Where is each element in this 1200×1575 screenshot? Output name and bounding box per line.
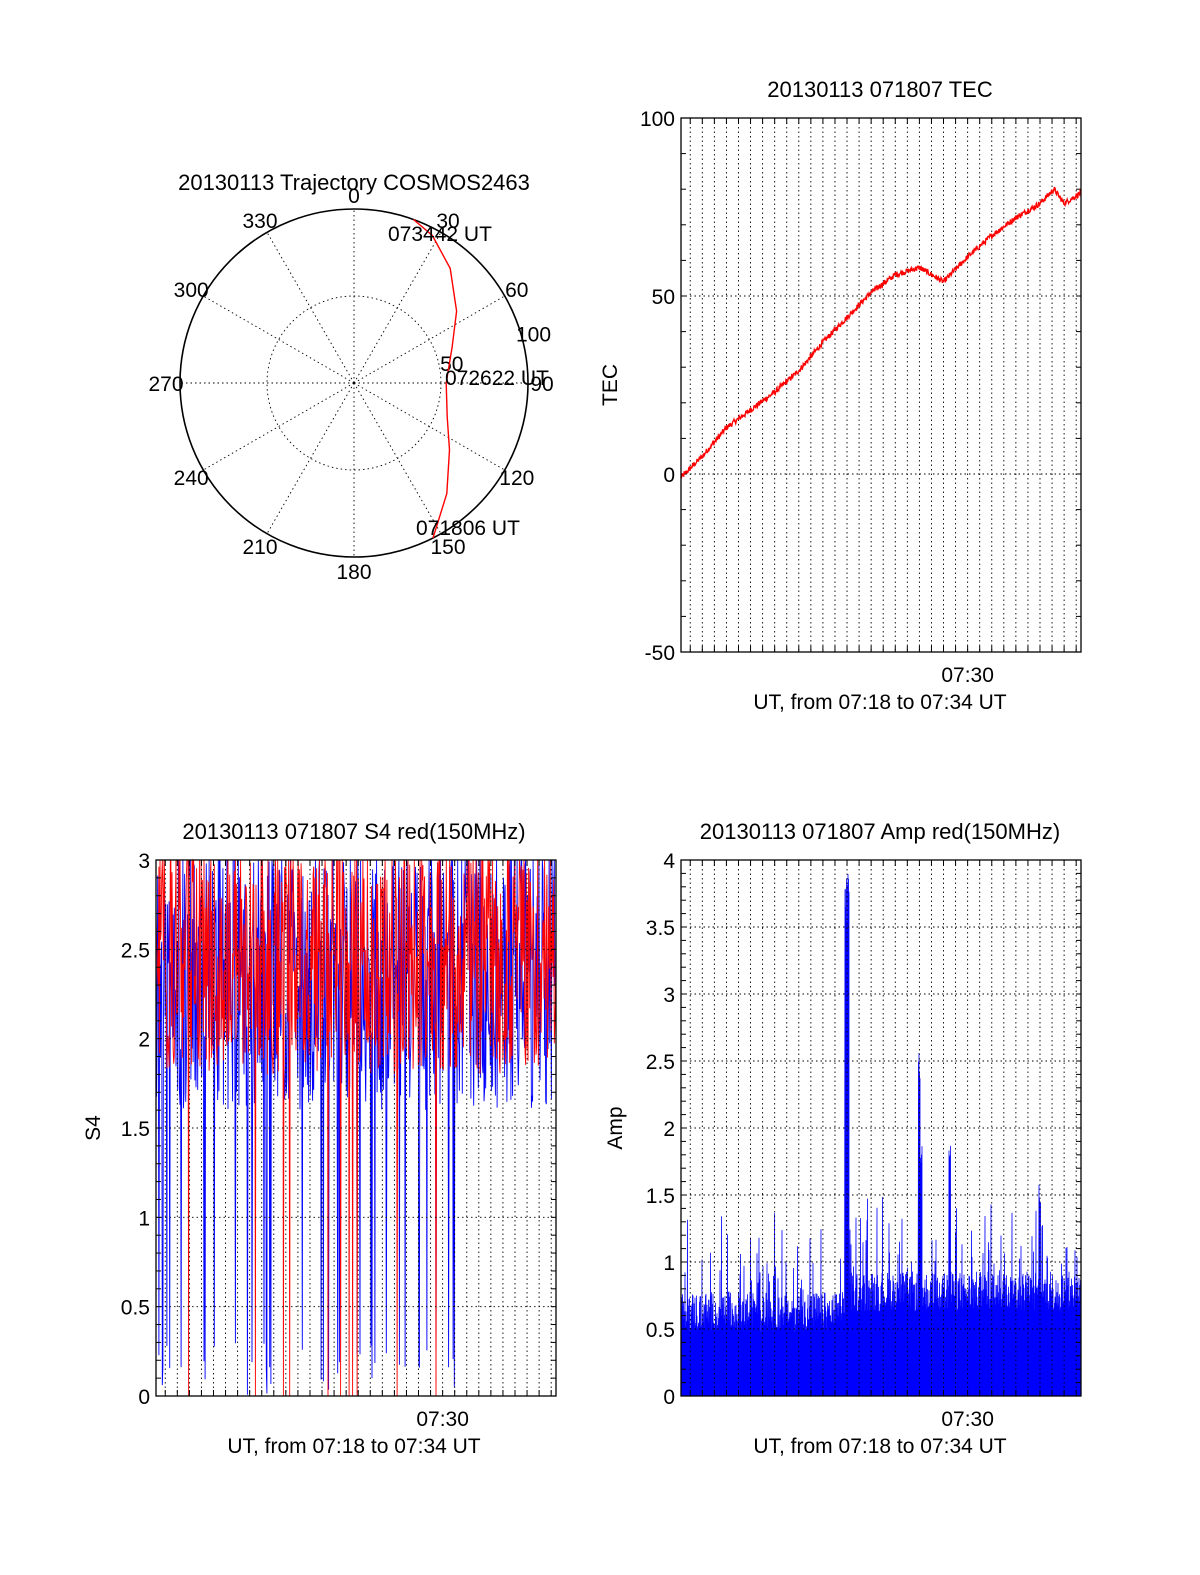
tec-series-line bbox=[680, 186, 1082, 479]
polar-spoke bbox=[203, 382, 355, 471]
polar-azimuth-label: 300 bbox=[174, 279, 209, 302]
polar-spoke bbox=[266, 382, 355, 534]
amp-xlabel: UT, from 07:18 to 07:34 UT bbox=[753, 1435, 1006, 1458]
polar-azimuth-label: 0 bbox=[348, 185, 360, 208]
s4-xlabel: UT, from 07:18 to 07:34 UT bbox=[227, 1435, 480, 1458]
trajectory-annotation: 072622 UT bbox=[445, 367, 549, 390]
s4-frame bbox=[155, 859, 557, 1397]
polar-azimuth-label: 210 bbox=[242, 536, 277, 559]
tec-ylabel: TEC bbox=[599, 364, 622, 406]
s4-ylabel: S4 bbox=[82, 1115, 105, 1141]
s4-title: 20130113 071807 S4 red(150MHz) bbox=[182, 819, 525, 844]
polar-spoke bbox=[353, 382, 442, 534]
y-tick-label: 100 bbox=[640, 108, 675, 131]
amp-plot: 20130113 071807 Amp red(150MHz) 4 3.5 3 2.5… bbox=[604, 819, 1082, 1458]
amp-blue-line bbox=[680, 874, 1082, 1397]
s4-ticks: 3 2.5 2 1.5 1 0.5 0 bbox=[121, 850, 556, 1409]
y-tick-label: 3.5 bbox=[646, 917, 675, 940]
y-tick-label: 4 bbox=[663, 850, 675, 873]
y-tick-label: 0.5 bbox=[121, 1297, 150, 1320]
y-tick-label: 2 bbox=[663, 1118, 675, 1141]
tec-xtick-label: 07:30 bbox=[941, 664, 994, 687]
polar-grid bbox=[179, 208, 529, 558]
polar-azimuth-label: 120 bbox=[499, 467, 534, 490]
y-tick-label: 2.5 bbox=[121, 939, 150, 962]
s4-plot: 20130113 071807 S4 red(150MHz) 3 2.5 2 1.5 1… bbox=[82, 819, 557, 1458]
s4-blue-line bbox=[155, 859, 557, 1395]
s4-red-series bbox=[155, 858, 557, 1397]
polar-radial-label: 50 bbox=[440, 353, 463, 376]
y-tick-label: 0 bbox=[663, 1386, 675, 1409]
polar-azimuth-label: 60 bbox=[505, 279, 528, 302]
polar-spoke bbox=[353, 382, 505, 471]
polar-azimuth-label: 240 bbox=[174, 467, 209, 490]
y-tick-label: 3 bbox=[663, 984, 675, 1007]
polar-azimuth-label: 30 bbox=[436, 210, 459, 233]
polar-azimuth-labels: 0 30 60 90 120 150 180 210 240 270 300 330 bbox=[148, 185, 553, 584]
y-tick-label: 1.5 bbox=[121, 1118, 150, 1141]
polar-spoke bbox=[266, 232, 355, 384]
y-tick-label: 2.5 bbox=[646, 1051, 675, 1074]
polar-azimuth-label: 180 bbox=[336, 561, 371, 584]
polar-spoke bbox=[203, 295, 355, 384]
tec-frame bbox=[680, 117, 1082, 653]
s4-red-line bbox=[155, 858, 557, 1397]
y-tick-label: 2 bbox=[138, 1029, 150, 1052]
amp-ticks: 4 3.5 3 2.5 2 1.5 1 0.5 0 bbox=[646, 850, 1081, 1409]
tec-title: 20130113 071807 TEC bbox=[767, 77, 993, 102]
y-tick-label: 0 bbox=[138, 1386, 150, 1409]
polar-radial-labels: 50 100 bbox=[440, 323, 551, 376]
polar-radial-label: 100 bbox=[516, 323, 551, 346]
amp-frame bbox=[680, 859, 1082, 1397]
polar-azimuth-label: 270 bbox=[148, 373, 183, 396]
polar-spoke bbox=[353, 295, 505, 384]
polar-title: 20130113 Trajectory COSMOS2463 bbox=[178, 170, 530, 195]
trajectory-track bbox=[413, 218, 458, 539]
trajectory-annotation: 071806 UT bbox=[416, 517, 520, 540]
tec-ticks: 100 50 0 -50 bbox=[640, 108, 1081, 665]
y-tick-label: 1 bbox=[138, 1207, 150, 1230]
amp-xtick-label: 07:30 bbox=[941, 1408, 994, 1431]
y-tick-label: 1.5 bbox=[646, 1185, 675, 1208]
polar-azimuth-label: 330 bbox=[242, 210, 277, 233]
y-tick-label: 1 bbox=[663, 1252, 675, 1275]
s4-blue-series bbox=[155, 859, 557, 1395]
y-tick-label: 0 bbox=[663, 464, 675, 487]
polar-azimuth-label: 90 bbox=[530, 373, 553, 396]
y-tick-label: 50 bbox=[652, 286, 675, 309]
tec-xlabel: UT, from 07:18 to 07:34 UT bbox=[753, 691, 1006, 714]
y-tick-label: 0.5 bbox=[646, 1319, 675, 1342]
trajectory-annotations: 073442 UT 072622 UT 071806 UT bbox=[388, 223, 549, 540]
y-tick-label: 3 bbox=[138, 850, 150, 873]
amp-blue-series bbox=[680, 874, 1082, 1397]
s4-xtick-label: 07:30 bbox=[416, 1408, 469, 1431]
y-tick-label: -50 bbox=[645, 642, 675, 665]
polar-outer-circle bbox=[179, 208, 529, 558]
amp-grid bbox=[681, 860, 1081, 1396]
polar-spoke bbox=[353, 232, 442, 384]
trajectory-annotation: 073442 UT bbox=[388, 223, 492, 246]
polar-trajectory-plot: 20130113 Trajectory COSMOS2463 0 30 60 90 12… bbox=[148, 170, 553, 584]
polar-azimuth-label: 150 bbox=[430, 536, 465, 559]
amp-title: 20130113 071807 Amp red(150MHz) bbox=[700, 819, 1060, 844]
tec-grid bbox=[681, 118, 1081, 652]
tec-plot: 20130113 071807 TEC 100 50 0 -50 07:30 UT, … bbox=[599, 77, 1082, 714]
amp-ylabel: Amp bbox=[604, 1106, 627, 1149]
